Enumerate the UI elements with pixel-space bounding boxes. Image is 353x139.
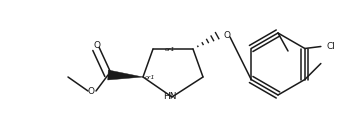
Text: HN: HN [163, 92, 177, 101]
Text: O: O [94, 41, 101, 50]
Text: O: O [224, 31, 231, 40]
Polygon shape [108, 70, 143, 80]
Text: O: O [87, 86, 94, 95]
Text: Cl: Cl [327, 42, 336, 51]
Text: or1: or1 [165, 47, 175, 52]
Text: or1: or1 [145, 75, 156, 80]
